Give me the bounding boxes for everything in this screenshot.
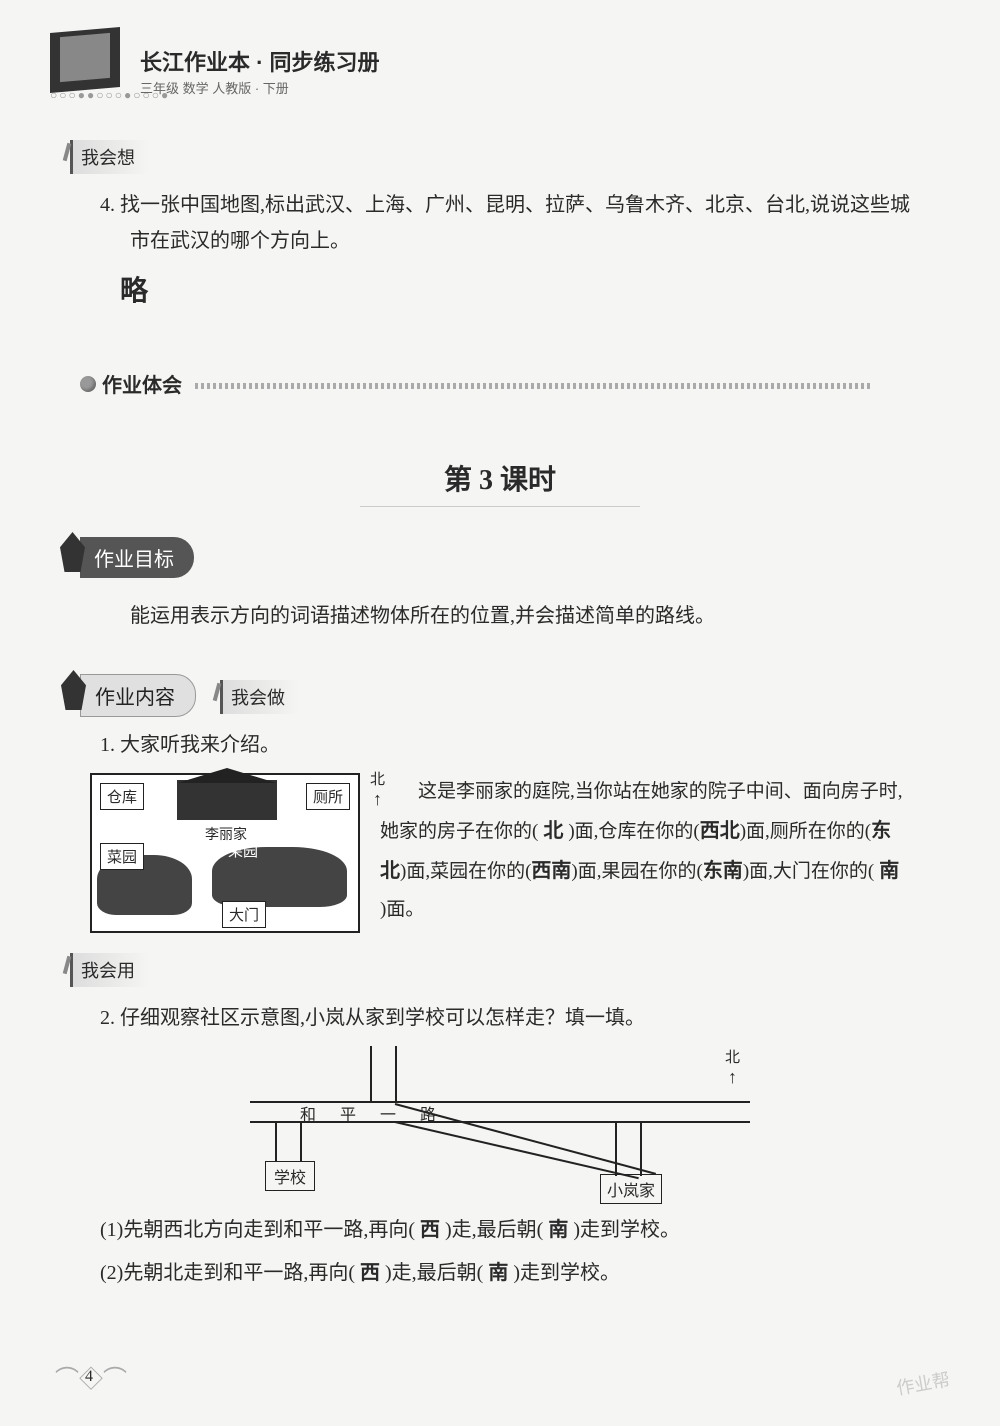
- content-banner: 作业内容: [80, 674, 196, 717]
- header-subtitle: 三年级 数学 人教版 · 下册: [140, 78, 289, 97]
- experience-title: 作业体会: [102, 369, 182, 398]
- north-text-2: 北: [725, 1050, 740, 1066]
- diag-road-2: [395, 1121, 639, 1179]
- q1-p6: )面,大门在你的(: [743, 861, 874, 882]
- q4-answer: 略: [120, 269, 950, 309]
- north-text-1: 北: [370, 772, 385, 788]
- do-section-tag: 我会做: [220, 680, 299, 714]
- q2-l2-p1: (2)先朝北走到和平一路,再向(: [100, 1262, 355, 1284]
- route-diagram: 和 平 一 路 学校 小岚家 北 ↑: [250, 1046, 750, 1196]
- q2-l1-a2: 南: [543, 1219, 573, 1241]
- vroad-2r: [300, 1121, 302, 1161]
- q2-l1-a1: 西: [415, 1219, 445, 1241]
- toilet-label: 厕所: [306, 783, 350, 810]
- watermark: 作业帮: [894, 1366, 952, 1401]
- q2-l2-p2: )走,最后朝(: [385, 1262, 483, 1284]
- q1-p3: )面,厕所在你的(: [740, 821, 871, 842]
- gate-label: 大门: [222, 901, 266, 928]
- page-number: 4: [85, 1368, 93, 1386]
- north-arrow-icon: ↑: [373, 789, 382, 809]
- house-shape: [177, 780, 277, 820]
- lesson-title: 第 3 课时: [360, 458, 640, 507]
- vroad-1r: [395, 1046, 397, 1101]
- vroad-3l: [615, 1121, 617, 1176]
- page-header: 长江作业本 · 同步练习册 ○○○●●○○○●○○○● 三年级 数学 人教版 ·…: [50, 30, 950, 110]
- school-label: 学校: [265, 1161, 315, 1191]
- q2-l2-a1: 西: [355, 1262, 385, 1284]
- q1-a1: 北: [538, 820, 568, 842]
- q4-text: 4. 找一张中国地图,标出武汉、上海、广州、昆明、拉萨、乌鲁木齐、北京、台北,说…: [100, 187, 920, 259]
- q2-l2-a2: 南: [483, 1262, 513, 1284]
- q1-title: 1. 大家听我来介绍。: [100, 727, 920, 763]
- q1-paragraph: 这是李丽家的庭院,当你站在她家的院子中间、面向房子时,她家的房子在你的( 北 )…: [380, 773, 910, 929]
- q1-a2: 西北: [700, 820, 740, 842]
- think-section-tag: 我会想: [70, 140, 149, 174]
- vroad-1l: [370, 1046, 372, 1101]
- q2-l2-p3: )走到学校。: [513, 1262, 620, 1284]
- q2-title: 2. 仔细观察社区示意图,小岚从家到学校可以怎样走？填一填。: [100, 1000, 920, 1036]
- north-indicator-1: 北 ↑: [370, 768, 385, 810]
- q1-a6: 南: [874, 860, 899, 882]
- q2-l1-p1: (1)先朝西北方向走到和平一路,再向(: [100, 1219, 415, 1241]
- goal-text: 能运用表示方向的词语描述物体所在的位置,并会描述简单的路线。: [130, 598, 900, 634]
- q1-a4: 西南: [531, 860, 571, 882]
- q2-l1-p3: )走到学校。: [573, 1219, 680, 1241]
- q1-p2: )面,仓库在你的(: [568, 821, 699, 842]
- vroad-2l: [275, 1121, 277, 1161]
- courtyard-diagram: 仓库 厕所 李丽家 菜园 果园 大门: [90, 773, 360, 933]
- q1-p7: )面。: [380, 899, 424, 920]
- q2-line1: (1)先朝西北方向走到和平一路,再向( 西 )走,最后朝( 南 )走到学校。: [100, 1211, 900, 1249]
- experience-section: 作业体会: [80, 369, 872, 398]
- q1-container: 仓库 厕所 李丽家 菜园 果园 大门 北 ↑ 这是李丽家的庭院,当你站在她家的院…: [90, 773, 910, 933]
- q1-p4: )面,菜园在你的(: [400, 861, 531, 882]
- north-indicator-2: 北 ↑: [725, 1046, 740, 1088]
- header-title: 长江作业本 · 同步练习册: [140, 45, 380, 77]
- orchard-label: 果园: [222, 838, 264, 863]
- home-label: 小岚家: [600, 1174, 662, 1204]
- q1-a5: 东南: [703, 860, 743, 882]
- warehouse-label: 仓库: [100, 783, 144, 810]
- north-arrow-icon-2: ↑: [728, 1067, 737, 1087]
- dot-icon: [80, 376, 96, 392]
- goal-banner: 作业目标: [80, 537, 194, 578]
- q2-line2: (2)先朝北走到和平一路,再向( 西 )走,最后朝( 南 )走到学校。: [100, 1254, 900, 1292]
- use-section-tag: 我会用: [70, 953, 149, 987]
- book-icon: [50, 27, 120, 93]
- q1-p5: )面,果园在你的(: [571, 861, 702, 882]
- road-name-label: 和 平 一 路: [300, 1101, 446, 1125]
- veggie-label: 菜园: [100, 843, 144, 870]
- wave-underline: [192, 383, 872, 389]
- q2-l1-p2: )走,最后朝(: [445, 1219, 543, 1241]
